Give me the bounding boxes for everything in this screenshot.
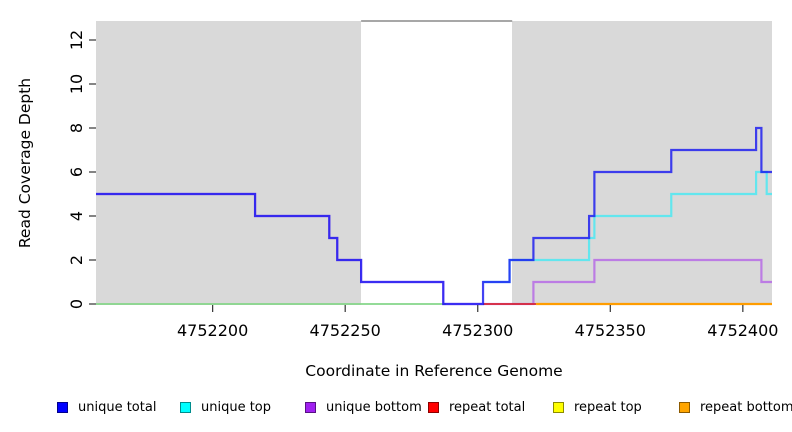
series-lines: [96, 126, 772, 306]
legend-item-repeat-total: repeat total: [428, 399, 525, 415]
legend-swatch-unique-top: [180, 401, 191, 413]
annotation-region-left: [96, 21, 362, 305]
y-axis-tick-label: 4: [67, 211, 86, 221]
legend-item-repeat-top: repeat top: [553, 399, 642, 415]
legend-label: unique bottom: [326, 399, 422, 415]
legend-label: unique top: [201, 399, 272, 415]
annotation-region-right: [512, 21, 772, 305]
y-axis-tick-label: 0: [67, 299, 86, 309]
legend-swatch-repeat-total: [428, 401, 439, 413]
legend-label: repeat total: [449, 399, 526, 415]
legend-label: repeat top: [574, 399, 642, 415]
x-axis-tick-label: 4752300: [442, 321, 513, 340]
x-axis-title: Coordinate in Reference Genome: [305, 362, 562, 380]
y-axis-tick-label: 6: [67, 167, 86, 177]
axes: 4752200 4752250 4752300 4752350 4752400 0 2 4 6 8…: [67, 30, 778, 340]
series-line-unique-total: [96, 126, 772, 306]
legend-item-repeat-bottom: repeat bottom: [679, 399, 792, 415]
y-axis-tick-label: 2: [67, 255, 86, 265]
legend-swatch-unique-total: [57, 401, 68, 413]
legend-item-unique-top: unique top: [180, 399, 271, 415]
legend-swatch-repeat-bottom: [679, 401, 690, 413]
y-axis-title: Read Coverage Depth: [16, 78, 34, 248]
legend-label: repeat bottom: [700, 399, 792, 415]
x-axis-tick-label: 4752250: [310, 321, 381, 340]
legend-swatch-repeat-top: [553, 401, 564, 413]
y-axis-tick-label: 8: [67, 123, 86, 133]
legend-label: unique total: [78, 399, 157, 415]
x-axis-tick-label: 4752400: [707, 321, 778, 340]
legend: unique total unique top unique bottom repea…: [0, 399, 792, 419]
legend-item-unique-total: unique total: [57, 399, 156, 415]
legend-swatch-unique-bottom: [305, 401, 316, 413]
x-axis-tick-label: 4752350: [575, 321, 646, 340]
y-axis-tick-label: 10: [67, 74, 86, 94]
shaded-regions: [96, 20, 772, 305]
x-axis-tick-label: 4752200: [177, 321, 248, 340]
legend-item-unique-bottom: unique bottom: [305, 399, 422, 415]
y-axis-tick-label: 12: [67, 30, 86, 50]
